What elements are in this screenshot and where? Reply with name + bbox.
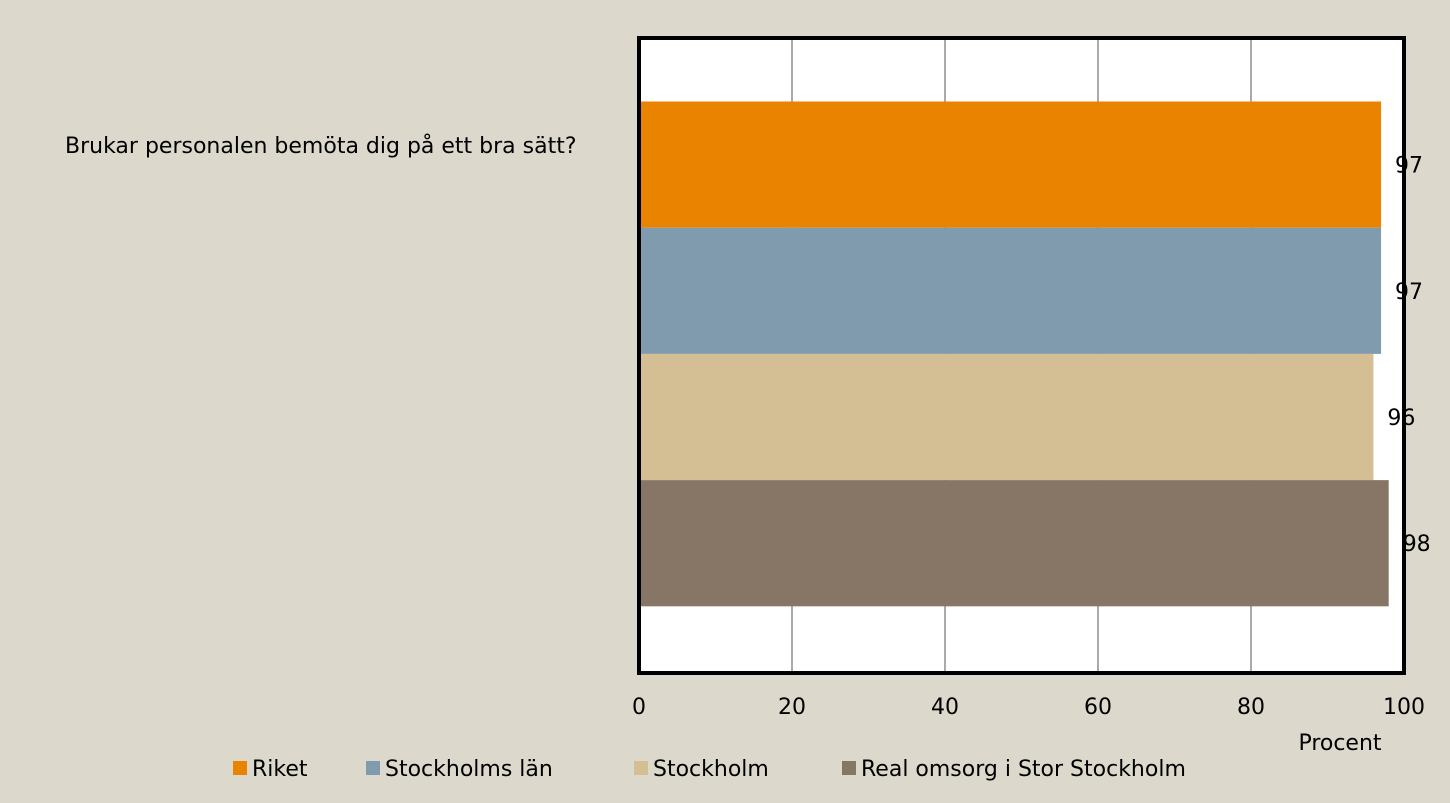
category-label: Brukar personalen bemöta dig på ett bra … <box>65 134 577 159</box>
data-label: 98 <box>1403 532 1431 557</box>
x-tick-label: 60 <box>1084 695 1112 720</box>
data-label: 97 <box>1395 154 1423 179</box>
bar <box>639 480 1389 607</box>
data-label: 96 <box>1387 406 1415 431</box>
plot-border <box>637 36 1406 675</box>
legend-label: Stockholms län <box>385 757 553 782</box>
legend-swatch <box>634 761 648 775</box>
bar <box>639 227 1382 354</box>
legend-label: Real omsorg i Stor Stockholm <box>861 757 1186 782</box>
bar <box>639 353 1374 481</box>
data-label: 97 <box>1395 280 1423 305</box>
x-tick-label: 0 <box>632 695 646 720</box>
bar <box>639 101 1382 228</box>
x-tick-label: 80 <box>1237 695 1265 720</box>
legend-swatch <box>233 761 247 775</box>
x-tick-label: 40 <box>931 695 959 720</box>
x-tick-label: 100 <box>1383 695 1425 720</box>
legend-label: Riket <box>252 757 308 782</box>
x-tick-label: 20 <box>778 695 806 720</box>
legend-label: Stockholm <box>653 757 769 782</box>
legend-swatch <box>366 761 380 775</box>
legend-swatch <box>842 761 856 775</box>
x-axis-title: Procent <box>1298 731 1381 756</box>
